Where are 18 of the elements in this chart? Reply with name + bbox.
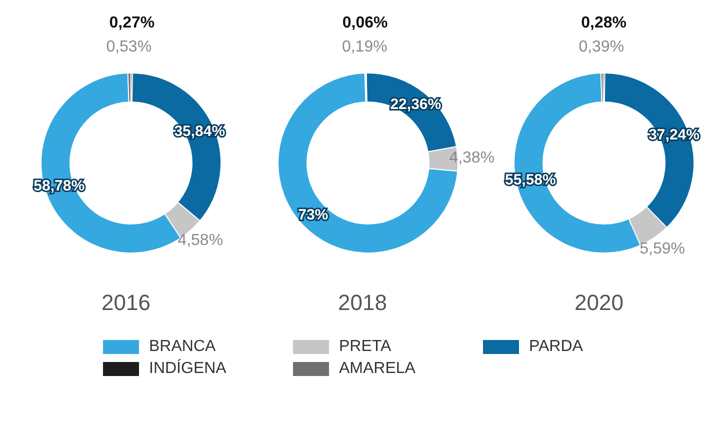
data-label: 0,19% bbox=[341, 38, 387, 56]
data-label: 4,38% bbox=[448, 150, 494, 167]
legend-label: BRANCA bbox=[149, 338, 216, 356]
data-label: 0,27% bbox=[109, 14, 155, 32]
data-label: 4,58% bbox=[178, 232, 224, 249]
legend-label: AMARELA bbox=[339, 360, 416, 378]
text: 2020 bbox=[574, 290, 624, 316]
legend-label: PARDA bbox=[529, 338, 583, 356]
data-label: 5,59% bbox=[640, 240, 685, 258]
text: 2018 bbox=[338, 290, 387, 316]
data-label: 0,06% bbox=[342, 14, 388, 32]
data-label: 73% bbox=[298, 206, 328, 224]
data-label: 0,28% bbox=[581, 14, 627, 32]
text: 2016 bbox=[102, 290, 150, 316]
legend-label: PRETA bbox=[339, 338, 392, 356]
data-label: 0,39% bbox=[578, 38, 624, 56]
data-label: 0,53% bbox=[106, 38, 152, 56]
legend-label: INDÍGENA bbox=[149, 360, 226, 378]
